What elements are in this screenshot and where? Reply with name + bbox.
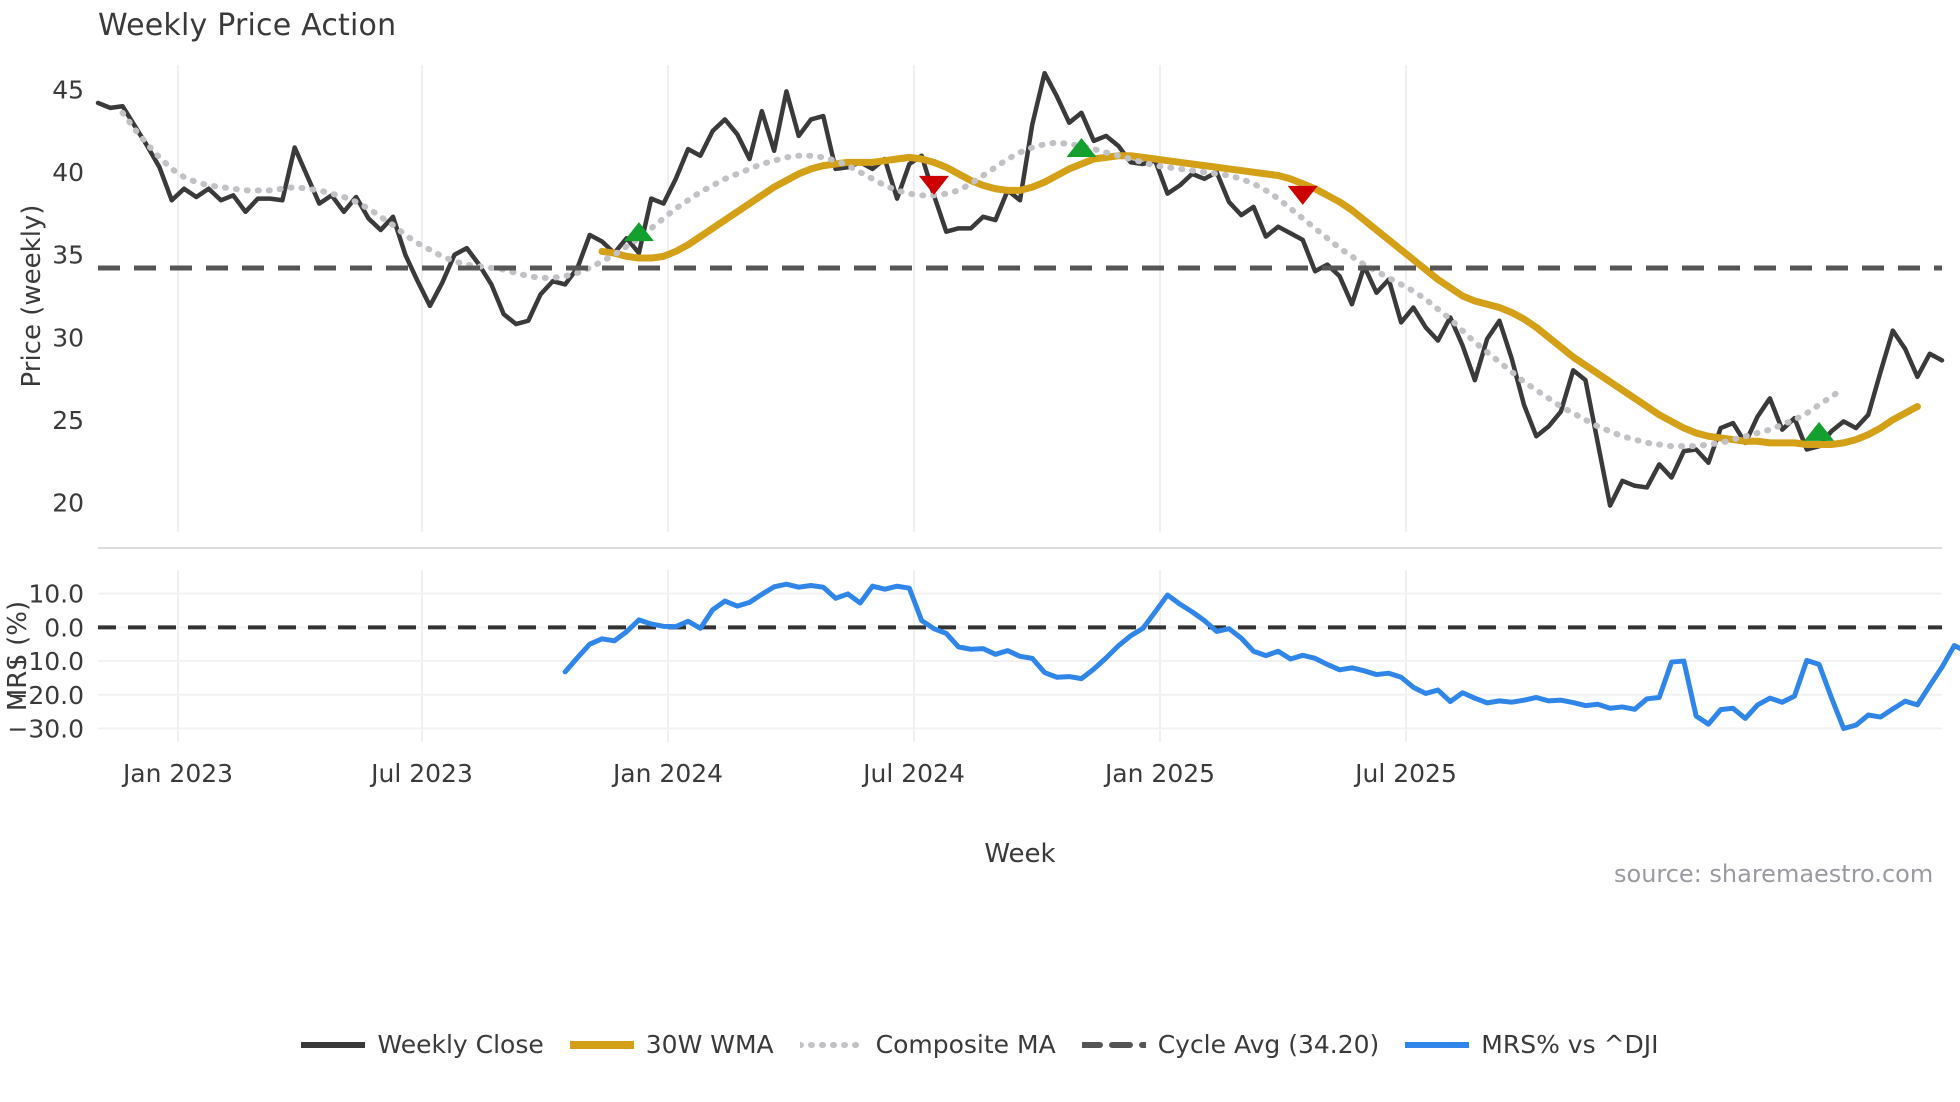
mrs-axis-label: MRS (%) [3,601,33,711]
mrs-ytick-label: 10.0 [28,580,84,609]
price-axis-label: Price (weekly) [17,205,47,388]
series-30w-wma [598,152,1921,449]
price-ytick-label: 20 [52,488,84,517]
price-ytick-label: 40 [52,158,84,187]
mrs-ytick-label: −30.0 [7,715,84,744]
chart-figure: 20 25 30 35 40 45 10.0 0.0 −10.0 −20.0 −30.0 Jan 20… [3,65,1960,869]
legend-item-mrs-vs-dji[interactable]: MRS% vs ^DJI [1405,1030,1659,1059]
x-tick-label: Jan 2024 [611,759,723,788]
price-ytick-label: 45 [52,76,84,105]
x-tick-label: Jul 2024 [861,759,965,788]
source-watermark: source: sharemaestro.com [1614,860,1934,888]
price-ytick-label: 35 [52,241,84,270]
legend-label: 30W WMA [645,1030,774,1059]
buy-signal-marker [1804,421,1835,441]
series-composite-ma [119,109,1847,450]
x-tick-label: Jul 2023 [369,759,473,788]
x-tick-label: Jan 2025 [1103,759,1215,788]
legend-swatch [569,1040,634,1049]
series-mrs-percent [562,581,1960,732]
legend-label: Weekly Close [377,1030,544,1059]
legend-label: Cycle Avg (34.20) [1157,1030,1380,1059]
legend-swatch [799,1041,864,1048]
sell-signal-marker [1287,185,1318,205]
legend-swatch [1405,1041,1470,1048]
legend-swatch [1081,1041,1146,1048]
buy-signal-marker [1066,137,1097,157]
buy-signal-marker [623,222,654,242]
series-weekly-close [95,70,1945,508]
legend-item-30w-wma[interactable]: 30W WMA [569,1030,774,1059]
x-tick-label: Jan 2023 [121,759,233,788]
x-tick-label: Jul 2025 [1353,759,1457,788]
legend-item-composite-ma[interactable]: Composite MA [799,1030,1056,1059]
x-axis-label: Week [984,839,1055,869]
legend-item-weekly-close[interactable]: Weekly Close [301,1030,544,1059]
legend-item-cycle-avg-34-20-[interactable]: Cycle Avg (34.20) [1081,1030,1380,1059]
mrs-ytick-label: 0.0 [44,613,84,642]
mrs-ytick-label: −20.0 [7,681,84,710]
price-ytick-label: 30 [52,323,84,352]
page-title: Weekly Price Action [98,8,397,43]
chart-legend: Weekly Close 30W WMA Composite MA Cycle Avg… [0,1030,1960,1059]
price-ytick-label: 25 [52,406,84,435]
legend-swatch [301,1041,366,1048]
legend-label: Composite MA [875,1030,1056,1059]
mrs-ytick-label: −10.0 [7,647,84,676]
legend-label: MRS% vs ^DJI [1481,1030,1659,1059]
sell-signal-marker [918,175,949,195]
